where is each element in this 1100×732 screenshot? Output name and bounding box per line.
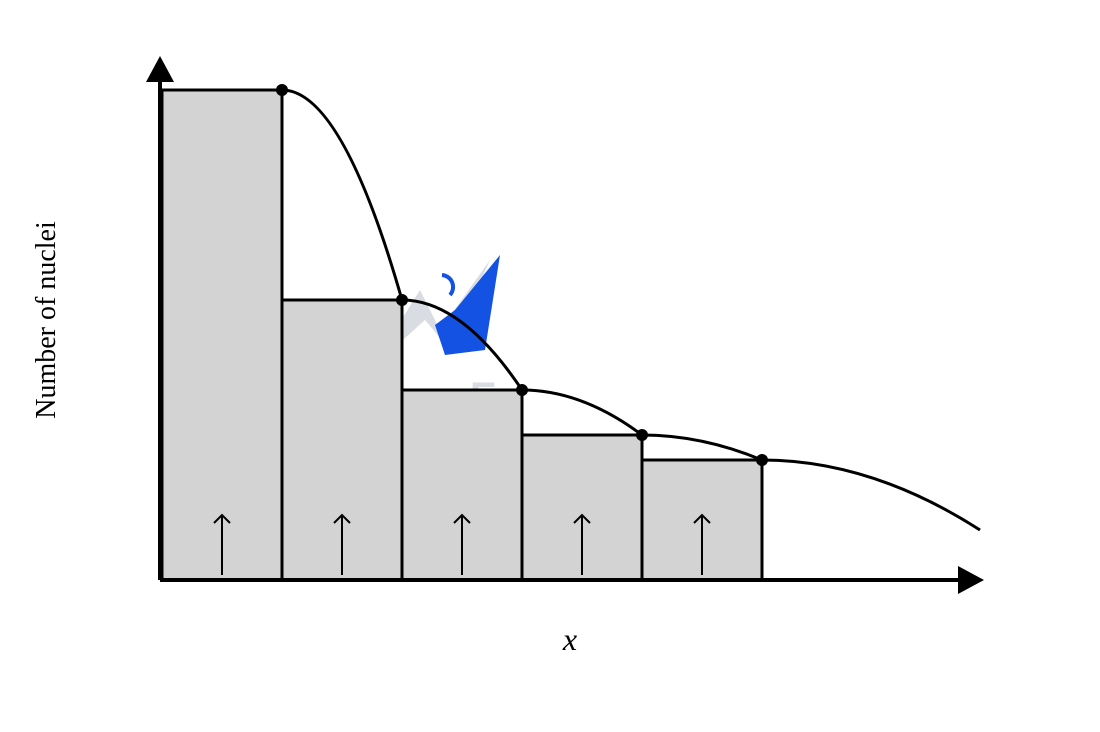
- histogram-bar: [162, 90, 282, 580]
- histogram-chart: ENumber of nucleix: [0, 0, 1100, 732]
- curve-point: [276, 84, 288, 96]
- curve-point: [756, 454, 768, 466]
- x-axis-label: x: [562, 621, 577, 657]
- curve-point: [636, 429, 648, 441]
- curve-point: [396, 294, 408, 306]
- y-axis-label: Number of nuclei: [31, 221, 62, 419]
- curve-point: [516, 384, 528, 396]
